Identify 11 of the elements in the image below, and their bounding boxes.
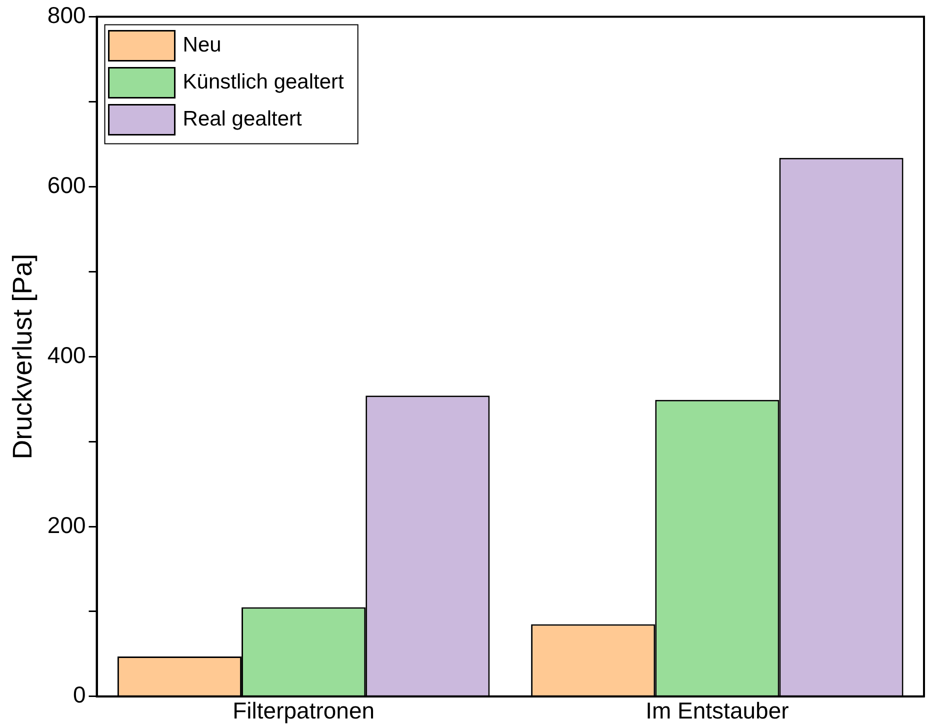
x-tick-label: Filterpatronen [232, 698, 375, 724]
y-tick-label: 0 [72, 682, 86, 708]
x-tick-label: Im Entstauber [646, 698, 790, 724]
y-tick-label: 800 [47, 2, 86, 28]
y-tick-label: 600 [47, 172, 86, 198]
y-tick-label: 400 [47, 342, 86, 368]
legend-label: Neu [182, 34, 222, 57]
y-tick-label: 200 [47, 512, 86, 538]
y-axis-title: Druckverlust [Pa] [8, 254, 38, 460]
legend-label: Real gealtert [182, 108, 302, 131]
legend-label: Künstlich gealtert [182, 70, 344, 94]
